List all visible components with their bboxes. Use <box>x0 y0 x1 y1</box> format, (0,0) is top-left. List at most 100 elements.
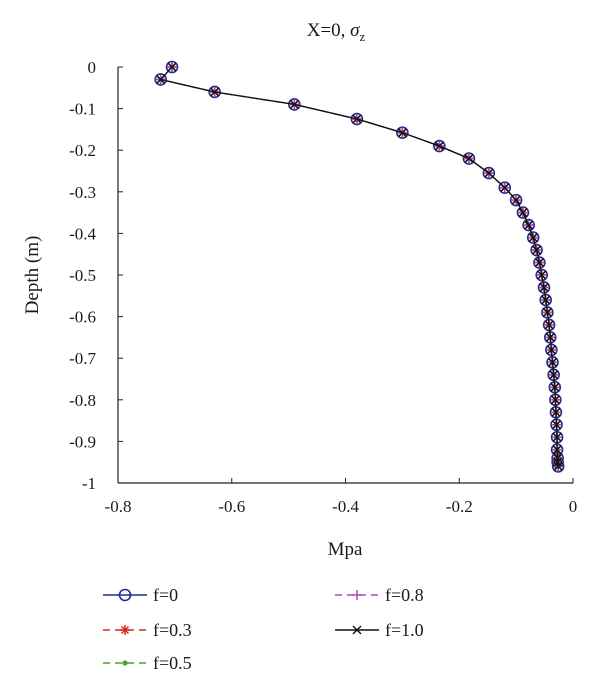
y-tick-label: -1 <box>82 474 96 493</box>
x-stroke <box>464 154 474 164</box>
x-stroke <box>500 183 510 193</box>
circle-marker <box>154 73 167 86</box>
circle-marker <box>537 281 551 294</box>
circle-marker <box>208 85 221 99</box>
data-point <box>484 168 494 178</box>
x-stroke <box>434 141 444 151</box>
x-stroke <box>553 457 563 467</box>
legend-marker <box>118 588 132 602</box>
legend-marker <box>352 590 362 600</box>
data-point <box>500 183 510 193</box>
x-stroke <box>544 320 554 330</box>
x-stroke <box>552 432 562 442</box>
x-stroke <box>548 357 558 367</box>
circle-marker <box>288 98 301 111</box>
data-point <box>433 139 446 153</box>
data-point <box>553 461 563 471</box>
chart-title-main: X=0, <box>307 20 350 41</box>
y-tick-label: -0.3 <box>69 183 96 202</box>
legend: f=0 f=0.3 f=0.5 f=0.8 f=1.0 <box>103 585 424 673</box>
x-stroke <box>550 382 560 392</box>
chart-title-subscript: z <box>360 29 366 44</box>
series-line <box>159 66 559 467</box>
data-point <box>539 293 553 307</box>
circle-marker <box>541 306 554 319</box>
data-point <box>528 233 538 243</box>
data-point <box>541 306 554 319</box>
plot-series <box>154 60 565 473</box>
chart-title: X=0, σz <box>307 20 366 44</box>
data-point <box>552 445 562 455</box>
asterisk-stroke <box>120 625 130 635</box>
data-point <box>539 282 549 292</box>
data-point <box>210 87 220 97</box>
data-point <box>511 195 521 205</box>
data-point <box>534 258 544 268</box>
tick-labels: -0.8 -0.6 -0.4 -0.2 0 0 -0.1 -0.2 -0.3 -0.4 -0.5 -0… <box>69 58 577 516</box>
data-point <box>537 281 551 294</box>
x-stroke <box>156 74 166 84</box>
data-point <box>516 206 530 219</box>
x-stroke <box>546 345 556 355</box>
x-stroke <box>539 282 549 292</box>
legend-label: f=1.0 <box>385 620 424 640</box>
circle-marker <box>530 243 543 257</box>
data-point <box>544 320 554 330</box>
y-tick-label: 0 <box>88 58 97 77</box>
circle-marker <box>526 231 540 244</box>
y-tick-label: -0.9 <box>69 432 96 451</box>
legend-item-f=0.3: f=0.3 <box>103 620 192 640</box>
legend-label: f=0.8 <box>385 585 424 605</box>
y-tick-label: -0.7 <box>69 349 96 368</box>
data-point <box>552 432 562 442</box>
data-point <box>289 99 299 109</box>
data-point <box>208 85 221 99</box>
circle-marker <box>539 293 553 307</box>
data-point <box>550 395 560 405</box>
circle-marker <box>462 152 476 165</box>
y-tick-label: -0.1 <box>69 100 96 119</box>
dot-marker <box>122 660 128 666</box>
x-stroke <box>528 233 538 243</box>
y-tick-label: -0.2 <box>69 141 96 160</box>
x-stroke <box>541 295 551 305</box>
x-tick-label: -0.6 <box>218 497 245 516</box>
legend-item-f=0: f=0 <box>103 585 178 605</box>
data-point <box>535 268 549 282</box>
legend-label: f=0 <box>153 585 178 605</box>
circle-marker <box>535 268 549 282</box>
legend-label: f=0.3 <box>153 620 192 640</box>
data-point <box>518 208 528 218</box>
legend-item-f=1.0: f=1.0 <box>335 620 424 640</box>
data-point <box>462 152 476 165</box>
data-point <box>537 270 547 280</box>
circle-marker <box>509 193 523 207</box>
data-point <box>154 73 167 86</box>
series-f=1.0 <box>156 62 563 471</box>
axes <box>117 66 574 484</box>
circle-marker <box>118 588 132 602</box>
data-point <box>524 220 534 230</box>
data-point <box>288 98 301 111</box>
data-point <box>546 345 556 355</box>
series-f=0 <box>154 60 565 473</box>
x-stroke <box>553 461 563 471</box>
data-point <box>548 357 558 367</box>
series-f=0.5 <box>158 64 561 469</box>
legend-label: f=0.5 <box>153 653 192 673</box>
x-tick-label: -0.2 <box>446 497 473 516</box>
data-point <box>509 193 523 207</box>
y-tick-label: -0.6 <box>69 308 96 327</box>
data-point <box>550 382 560 392</box>
data-point <box>551 407 561 417</box>
data-point <box>552 420 562 430</box>
x-stroke <box>518 208 528 218</box>
x-stroke <box>352 625 362 635</box>
series-line <box>159 66 559 467</box>
x-stroke <box>167 62 177 72</box>
circle-marker <box>350 112 364 126</box>
circle-marker <box>498 181 512 194</box>
data-point <box>350 112 364 126</box>
data-point <box>352 114 362 124</box>
x-stroke <box>537 270 547 280</box>
